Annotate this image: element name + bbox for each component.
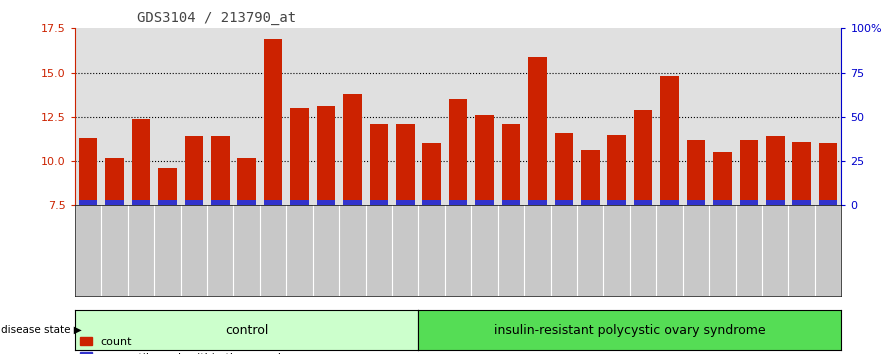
Bar [607, 135, 626, 205]
Bar [238, 158, 256, 205]
Bar [159, 168, 176, 205]
Bar [370, 124, 388, 205]
Legend: count, percentile rank within the sample: count, percentile rank within the sample [80, 337, 288, 354]
Bar [343, 200, 361, 205]
Bar [423, 143, 440, 205]
Bar [476, 115, 493, 205]
Bar [106, 158, 123, 205]
Bar [185, 136, 203, 205]
Bar [291, 200, 308, 205]
Bar [555, 200, 573, 205]
Bar [159, 200, 176, 205]
Bar [687, 200, 705, 205]
Bar [792, 142, 811, 205]
Bar [343, 94, 361, 205]
Bar [211, 136, 229, 205]
Bar [661, 200, 678, 205]
Bar [740, 200, 758, 205]
Bar [766, 200, 784, 205]
Bar [581, 150, 599, 205]
Bar [502, 200, 520, 205]
Bar [317, 200, 335, 205]
Bar [555, 133, 573, 205]
Bar [106, 200, 123, 205]
Text: disease state ▶: disease state ▶ [1, 325, 82, 335]
Bar [132, 119, 150, 205]
Bar [740, 140, 758, 205]
Bar [291, 108, 308, 205]
Text: insulin-resistant polycystic ovary syndrome: insulin-resistant polycystic ovary syndr… [494, 324, 766, 337]
Bar [132, 200, 150, 205]
Bar [448, 200, 467, 205]
Bar [476, 200, 493, 205]
Bar [264, 39, 282, 205]
Text: GDS3104 / 213790_at: GDS3104 / 213790_at [137, 11, 296, 25]
Bar [396, 200, 414, 205]
Bar [607, 200, 626, 205]
Bar [423, 200, 440, 205]
Bar [528, 200, 546, 205]
Bar [766, 136, 784, 205]
Bar [396, 124, 414, 205]
Bar [634, 110, 652, 205]
Bar [185, 200, 203, 205]
Bar [581, 200, 599, 205]
Bar [370, 200, 388, 205]
Bar [79, 138, 98, 205]
Bar [211, 200, 229, 205]
Bar [79, 200, 98, 205]
Bar [528, 57, 546, 205]
Bar [714, 152, 731, 205]
Text: control: control [225, 324, 269, 337]
Bar [502, 124, 520, 205]
Bar [819, 143, 837, 205]
Bar [819, 200, 837, 205]
Bar [238, 200, 256, 205]
Bar [714, 200, 731, 205]
Bar [634, 200, 652, 205]
Bar [264, 200, 282, 205]
Bar [661, 76, 678, 205]
Bar [448, 99, 467, 205]
Bar [792, 200, 811, 205]
Bar [687, 140, 705, 205]
Bar [317, 106, 335, 205]
